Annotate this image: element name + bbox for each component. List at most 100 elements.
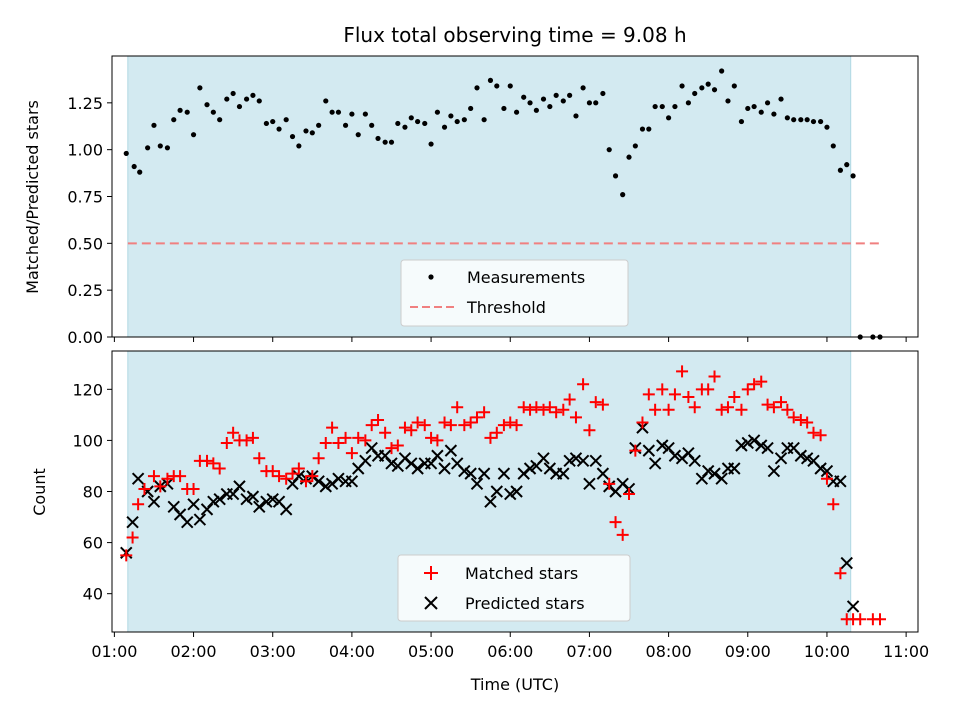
measurement-point [810,118,817,125]
matched-star-point [418,419,431,432]
matched-star-point [292,462,305,475]
measurement-point [428,141,434,147]
matched-star-point [306,470,319,483]
predicted-star-point [834,475,847,488]
matched-star-point [213,462,226,475]
predicted-star-point [656,439,669,452]
measurement-point [685,100,691,106]
matched-star-point [458,419,471,432]
measurement-point [454,118,460,125]
matched-star-point [478,406,491,419]
predicted-star-point [431,449,444,462]
matched-star-point [649,403,662,416]
matched-star-point [642,388,655,401]
x-tick-label: 08:00 [646,642,692,661]
matched-star-point [497,419,510,432]
predicted-star-point [279,503,293,516]
measurement-point [323,98,329,104]
measurement-point [850,173,856,179]
measurement-point [190,132,197,138]
matched-star-point [537,403,550,416]
matched-star-point [682,390,695,403]
matched-star-point [814,429,827,442]
matched-star-point [854,613,867,626]
top-x-ticks [113,337,907,342]
measurement-point [659,103,665,110]
measurement-point [719,68,725,74]
predicted-star-point [246,490,260,503]
matched-star-point [517,401,530,414]
measurement-point [507,83,513,89]
measurement-point [236,103,243,110]
measurement-point [725,98,731,104]
matched-star-point [120,549,133,562]
x-tick-label: 03:00 [250,642,296,661]
measurement-point [824,124,830,130]
matched-star-point [438,416,451,429]
matched-star-point [563,393,576,406]
x-tick-label: 01:00 [91,642,137,661]
predicted-star-point [438,462,451,475]
measurement-point [375,135,381,142]
matched-star-point [470,411,483,424]
matched-star-point [451,401,464,414]
predicted-star-point [523,462,537,475]
measurements-legend-label: Measurements [467,268,585,287]
matched-star-point [464,416,477,429]
predicted-star-point [312,475,325,488]
predicted-star-point [701,464,715,478]
matched-star-point [656,383,669,396]
x-tick-label: 09:00 [725,642,771,661]
measurement-point [784,115,790,121]
measurement-point [468,105,474,112]
predicted-star-point [260,495,273,508]
top-y-tick-label: 1.25 [67,94,103,113]
measurement-point [600,90,606,97]
measurement-point [778,96,784,102]
predicted-star-point [557,467,570,480]
measurement-point [329,109,335,115]
matched-star-point [326,421,339,434]
measurement-point [626,154,632,160]
measurement-point [171,117,177,123]
matched-star-point [398,421,411,434]
measurement-point [263,120,269,127]
matched-star-point [728,390,741,403]
matched-star-point [748,378,761,391]
matched-star-point [741,383,754,396]
matched-star-point [524,403,537,416]
matched-star-point [253,452,266,465]
measurement-point [501,105,507,112]
measurement-point [731,83,737,89]
measurement-point [355,132,361,138]
matched-star-point [431,434,444,447]
matched-star-point [577,378,590,391]
predicted-star-point [820,464,834,478]
matched-star-point [372,413,385,426]
matched-star-point [405,424,418,437]
matched-star-point [126,531,139,544]
measurement-point [738,118,745,125]
predicted-star-point [741,436,754,450]
measurement-point [553,92,559,98]
matched-star-point [280,472,293,485]
matched-star-point [668,388,681,401]
measurement-point [606,147,612,153]
measurement-point [151,122,157,128]
matched-star-point [425,431,438,444]
matched-star-point [266,465,279,478]
measurement-point [527,100,533,106]
predicted-star-point [715,472,728,485]
predicted-star-point [761,441,774,455]
predicted-star-point [596,467,610,480]
measurement-point [818,118,824,125]
measurement-point [764,100,771,106]
measurement-point [415,118,421,125]
x-tick-label: 05:00 [408,642,454,661]
matched-stars-series [120,365,886,626]
predicted-legend-marker [424,596,438,610]
predicted-legend-label: Predicted stars [465,594,585,613]
top-y-tick-label: 0.25 [67,281,103,300]
measurement-point [705,81,711,87]
predicted-star-point [213,492,226,506]
